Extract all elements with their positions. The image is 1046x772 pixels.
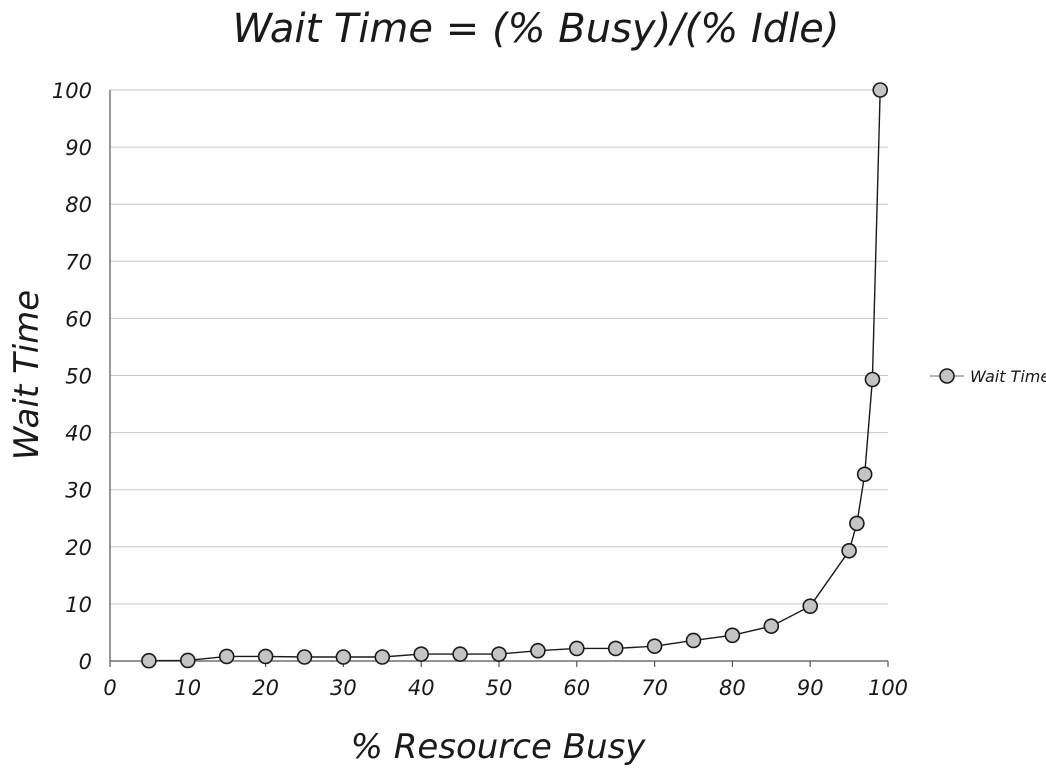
y-axis-title: Wait Time <box>7 290 47 460</box>
x-tick-labels: 0 10 20 30 40 50 60 70 80 90 100 <box>103 676 908 700</box>
data-point <box>452 646 468 662</box>
y-tick-label: 10 <box>65 593 92 617</box>
data-point <box>141 652 157 669</box>
data-point <box>607 640 624 657</box>
data-point <box>724 627 741 644</box>
data-point <box>218 648 235 665</box>
legend: Wait Time <box>930 367 1046 386</box>
x-tick-label: 100 <box>868 676 908 700</box>
y-tick-label: 20 <box>65 536 92 560</box>
x-tick-label: 20 <box>252 676 279 700</box>
legend-marker <box>939 368 955 384</box>
data-point <box>841 542 857 559</box>
legend-label: Wait Time <box>970 367 1046 386</box>
data-point <box>872 82 889 98</box>
x-tick-label: 30 <box>330 676 357 700</box>
y-tick-label: 70 <box>65 250 92 274</box>
y-tick-label: 60 <box>65 307 92 331</box>
data-point <box>491 646 507 662</box>
chart-title: Wait Time = (% Busy)/(% Idle) <box>232 6 839 52</box>
y-tick-labels: 0 10 20 30 40 50 60 70 80 90 100 <box>52 79 92 674</box>
y-tick-label: 30 <box>65 479 92 503</box>
y-tick-label: 50 <box>65 365 92 389</box>
data-point <box>568 640 585 657</box>
y-tick-label: 40 <box>65 422 92 446</box>
data-point <box>646 638 663 654</box>
x-tick-label: 0 <box>103 676 116 700</box>
x-tick-label: 90 <box>797 676 824 700</box>
x-tick-label: 70 <box>641 676 668 700</box>
data-point <box>335 649 352 665</box>
data-point <box>849 515 865 532</box>
y-tick-label: 100 <box>52 79 92 103</box>
data-point <box>374 649 391 665</box>
x-tick-label: 40 <box>408 676 435 700</box>
data-point <box>763 618 780 634</box>
x-tick-label: 50 <box>486 676 513 700</box>
axes <box>109 90 889 667</box>
data-point <box>413 646 430 662</box>
gridlines <box>110 89 888 662</box>
data-point <box>296 649 313 665</box>
data-point <box>257 648 274 665</box>
data-point <box>180 652 196 669</box>
data-point <box>530 642 546 659</box>
x-tick-label: 60 <box>563 676 590 700</box>
x-axis-title: % Resource Busy <box>351 727 647 767</box>
y-tick-label: 0 <box>79 650 92 674</box>
y-tick-label: 80 <box>65 193 92 217</box>
y-tick-label: 90 <box>65 136 92 160</box>
x-tick-label: 80 <box>719 676 746 700</box>
data-point <box>802 598 819 614</box>
x-tick-label: 10 <box>174 676 201 700</box>
data-point <box>864 371 881 388</box>
data-point <box>856 466 873 483</box>
series-wait-time <box>141 82 889 669</box>
data-point <box>685 632 702 649</box>
